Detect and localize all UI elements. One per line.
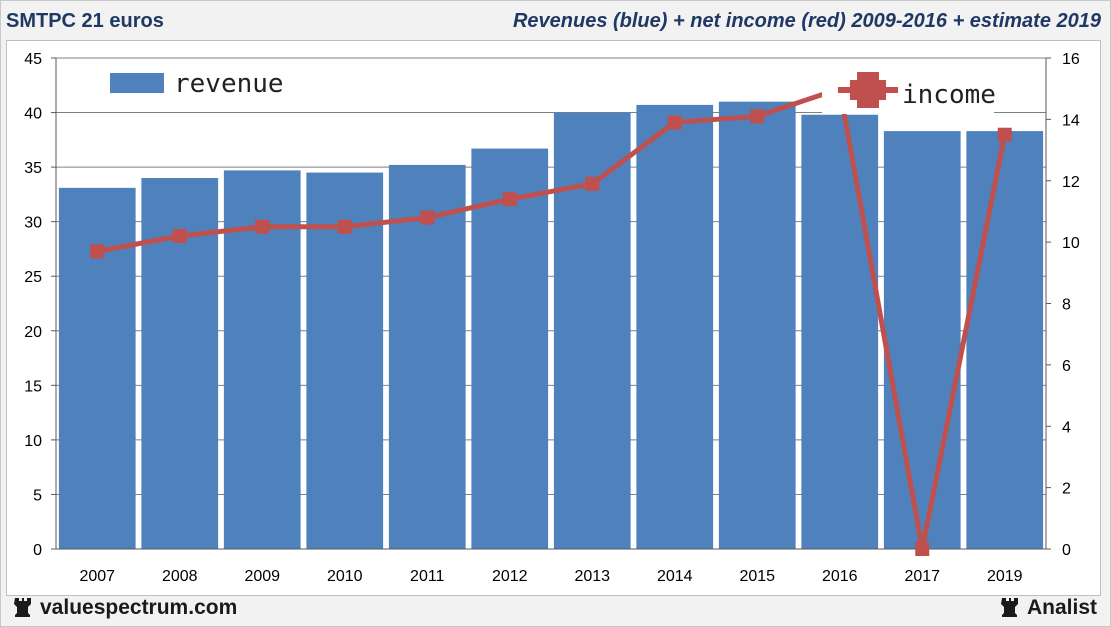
x-tick-label: 2011 [410, 568, 445, 585]
income-point-2010 [337, 219, 352, 234]
y-right-tick-label: 10 [1062, 235, 1080, 252]
footer-right-text: Analist [1026, 596, 1097, 619]
bar-2015 [718, 101, 796, 550]
bar-2012 [471, 148, 549, 549]
y-left-tick-label: 25 [24, 269, 42, 286]
y-right-tick-label: 8 [1062, 297, 1071, 314]
x-tick-label: 2012 [492, 568, 528, 585]
legend-income-label: income [902, 80, 996, 110]
chess-rook-icon [1000, 598, 1018, 617]
bar-2011 [388, 164, 466, 549]
income-point-2012 [502, 192, 517, 207]
income-point-2007 [90, 244, 105, 259]
y-right-tick-label: 14 [1062, 112, 1080, 129]
chess-rook-icon [14, 598, 31, 617]
x-tick-label: 2009 [244, 568, 280, 585]
y-left-tick-label: 45 [24, 51, 42, 68]
income-point-2008 [172, 228, 187, 243]
y-left-tick-label: 30 [24, 215, 42, 232]
page-title: SMTPC 21 euros [6, 10, 164, 32]
bar-2010 [306, 172, 384, 550]
y-left-tick-label: 40 [24, 106, 42, 123]
legend-revenue-swatch [110, 73, 164, 93]
income-point-2019 [997, 127, 1012, 142]
bar-2014 [636, 104, 714, 549]
bar-2019 [966, 131, 1044, 550]
x-tick-label: 2010 [327, 568, 363, 585]
bar-2017 [883, 131, 961, 550]
income-point-2014 [667, 115, 682, 130]
y-left-tick-label: 0 [33, 542, 42, 559]
bar-2016 [801, 114, 879, 549]
x-tick-label: 2016 [822, 568, 858, 585]
footer-right-brand[interactable]: Analist [999, 594, 1097, 622]
y-right-tick-label: 16 [1062, 51, 1080, 68]
x-tick-label: 2019 [987, 568, 1023, 585]
x-tick-label: 2008 [162, 568, 198, 585]
income-point-2015 [750, 109, 765, 124]
bar-2007 [58, 187, 136, 549]
y-right-tick-label: 12 [1062, 174, 1080, 191]
y-left-tick-label: 10 [24, 433, 42, 450]
income-line [96, 86, 1008, 552]
x-tick-label: 2017 [904, 568, 940, 585]
y-right-tick-label: 2 [1062, 481, 1071, 498]
x-tick-label: 2014 [657, 568, 693, 585]
legend-revenue-label: revenue [174, 69, 284, 99]
x-tick-label: 2015 [739, 568, 775, 585]
y-left-tick-label: 5 [33, 487, 42, 504]
y-left-tick-label: 35 [24, 160, 42, 177]
x-tick-label: 2007 [79, 568, 115, 585]
y-left-tick-label: 15 [24, 378, 42, 395]
legend-income-marker-h [850, 80, 886, 100]
x-tick-label: 2013 [574, 568, 610, 585]
footer-left-text: valuespectrum.com [40, 596, 238, 619]
y-left-tick-label: 20 [24, 324, 42, 341]
footer-left-brand[interactable]: valuespectrum.com [12, 594, 237, 622]
income-point-2011 [420, 210, 435, 225]
y-right-tick-label: 0 [1062, 542, 1071, 559]
income-point-2009 [255, 219, 270, 234]
income-point-2017 [915, 542, 930, 556]
y-right-tick-label: 4 [1062, 419, 1071, 436]
y-right-tick-label: 6 [1062, 358, 1071, 375]
chart-title: Revenues (blue) + net income (red) 2009-… [512, 10, 1101, 32]
income-point-2013 [585, 176, 600, 191]
